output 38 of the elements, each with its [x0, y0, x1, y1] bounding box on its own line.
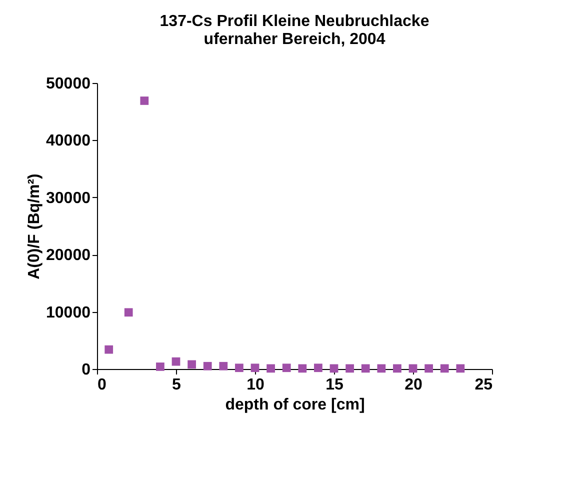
point [346, 364, 354, 373]
x-tick-label: 5 [172, 376, 182, 394]
y-tick-label: 20000 [46, 247, 91, 264]
y-tick-label: 50000 [46, 76, 91, 92]
x-tick-label: 20 [404, 376, 422, 394]
y-axis-title: A(0)/F (Bq/m²) [26, 174, 44, 280]
point [298, 364, 307, 373]
point [104, 345, 114, 354]
point [282, 364, 291, 372]
point [408, 364, 418, 373]
point [330, 364, 338, 373]
y-tick-label: 0 [82, 362, 91, 378]
point [424, 364, 433, 373]
y-tick-label: 30000 [46, 190, 91, 207]
x-tick-label: 15 [326, 376, 344, 394]
point [361, 364, 370, 373]
point [314, 364, 322, 372]
point [440, 364, 449, 373]
point [393, 364, 402, 373]
point [203, 362, 212, 370]
point [140, 96, 149, 105]
point [377, 364, 386, 373]
y-tick-label: 40000 [46, 132, 91, 150]
point [219, 362, 228, 370]
chart-title: 137-Cs Profil Kleine Neubruchlacke ufernaher Bereich, 2004 [160, 13, 430, 48]
y-tick-label: 10000 [46, 304, 91, 322]
point [188, 360, 196, 369]
x-axis-title: depth of core [cm] [225, 396, 365, 414]
point [172, 357, 180, 366]
x-tick-label: 25 [474, 376, 493, 394]
point [235, 364, 244, 372]
x-tick-label: 0 [98, 376, 106, 394]
point [156, 362, 164, 371]
x-tick-label: 10 [246, 376, 264, 394]
point [250, 364, 260, 372]
point [266, 364, 275, 373]
point [124, 308, 133, 317]
point [456, 364, 465, 373]
